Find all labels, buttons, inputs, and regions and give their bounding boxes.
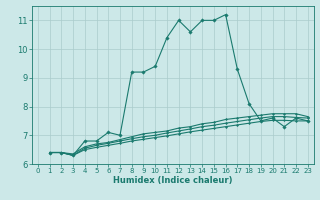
X-axis label: Humidex (Indice chaleur): Humidex (Indice chaleur) (113, 176, 233, 185)
